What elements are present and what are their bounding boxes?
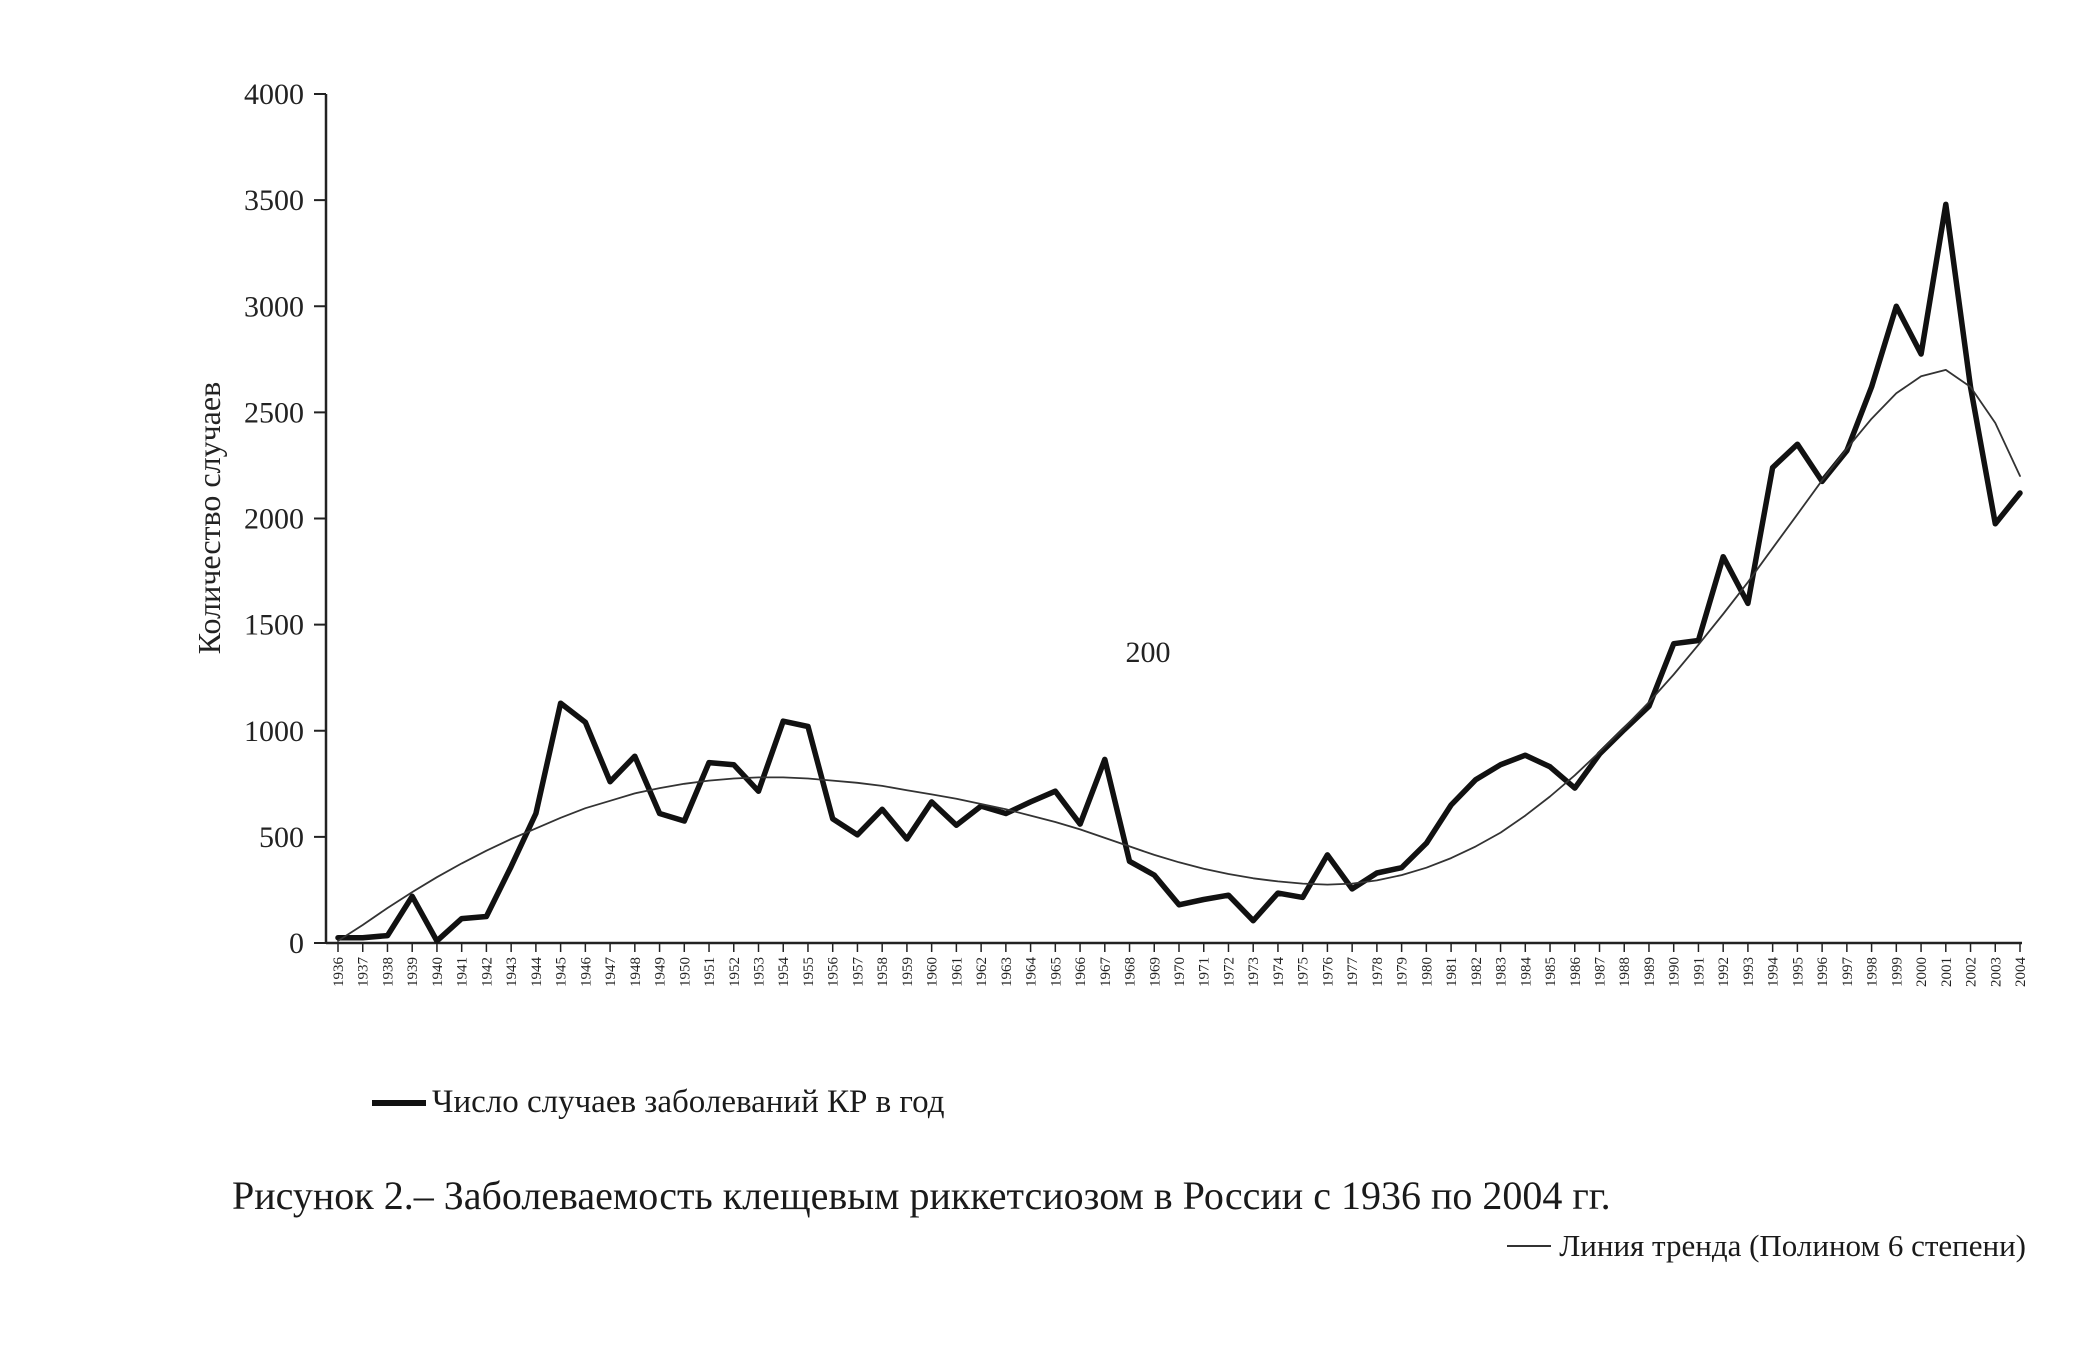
x-tick-label: 1972 bbox=[1221, 957, 1237, 987]
x-tick-label: 1962 bbox=[974, 957, 990, 987]
x-tick-label: 1944 bbox=[529, 957, 545, 988]
x-tick-label: 1973 bbox=[1246, 957, 1262, 987]
x-tick-label: 1986 bbox=[1568, 957, 1584, 988]
x-tick-label: 1990 bbox=[1667, 957, 1683, 987]
x-tick-label: 1989 bbox=[1642, 957, 1658, 987]
x-tick-label: 1941 bbox=[455, 957, 471, 987]
x-tick-label: 1996 bbox=[1815, 957, 1831, 988]
x-tick-label: 1981 bbox=[1444, 957, 1460, 987]
x-tick-label: 1979 bbox=[1395, 957, 1411, 987]
x-tick-label: 1982 bbox=[1469, 957, 1485, 987]
legend-main-series: Число случаев заболеваний КР в год bbox=[372, 1084, 944, 1121]
x-tick-label: 1937 bbox=[356, 957, 372, 988]
x-tick-label: 1943 bbox=[504, 957, 520, 987]
x-tick-label: 2000 bbox=[1914, 957, 1930, 987]
x-tick-label: 1976 bbox=[1320, 957, 1336, 988]
y-tick-label: 4000 bbox=[244, 78, 304, 111]
x-tick-label: 2001 bbox=[1939, 957, 1955, 987]
x-tick-label: 2003 bbox=[1988, 957, 2004, 987]
x-tick-label: 1954 bbox=[776, 957, 792, 988]
x-tick-label: 1957 bbox=[850, 957, 866, 988]
x-tick-label: 1998 bbox=[1865, 957, 1881, 987]
x-tick-label: 1980 bbox=[1419, 957, 1435, 987]
x-tick-label: 1942 bbox=[479, 957, 495, 987]
x-tick-label: 1988 bbox=[1617, 957, 1633, 987]
x-tick-label: 1965 bbox=[1048, 957, 1064, 987]
x-tick-label: 1939 bbox=[405, 957, 421, 987]
x-tick-label: 1953 bbox=[752, 957, 768, 987]
x-tick-label: 1951 bbox=[702, 957, 718, 987]
x-tick-label: 1977 bbox=[1345, 957, 1361, 988]
x-tick-label: 1950 bbox=[677, 957, 693, 987]
main-series-line bbox=[335, 201, 2023, 944]
figure-caption: Рисунок 2.– Заболеваемость клещевым рикк… bbox=[232, 1173, 1611, 1218]
x-tick-label: 1992 bbox=[1716, 957, 1732, 987]
x-tick-label: 1994 bbox=[1766, 957, 1782, 988]
x-tick-label: 1952 bbox=[727, 957, 743, 987]
x-tick-label: 1963 bbox=[999, 957, 1015, 987]
trend-series-line bbox=[337, 369, 2021, 942]
x-tick-label: 1984 bbox=[1518, 957, 1534, 988]
x-tick-label: 1971 bbox=[1197, 957, 1213, 987]
y-tick-label: 1500 bbox=[244, 609, 304, 642]
legend-trend-label: Линия тренда (Полином 6 степени) bbox=[1559, 1228, 2026, 1263]
x-tick-label: 1993 bbox=[1741, 957, 1757, 987]
x-tick-label: 1940 bbox=[430, 957, 446, 987]
chart-annotation: 200 bbox=[1126, 636, 1171, 669]
x-tick-label: 1956 bbox=[826, 957, 842, 988]
x-tick-label: 1991 bbox=[1691, 957, 1707, 987]
x-tick-label: 2004 bbox=[2013, 957, 2029, 988]
x-tick-label: 1985 bbox=[1543, 957, 1559, 987]
x-tick-label: 1949 bbox=[653, 957, 669, 987]
x-tick-label: 1995 bbox=[1790, 957, 1806, 987]
x-tick-label: 1997 bbox=[1840, 957, 1856, 988]
x-tick-label: 1959 bbox=[900, 957, 916, 987]
x-tick-label: 1987 bbox=[1593, 957, 1609, 988]
x-tick-label: 1967 bbox=[1098, 957, 1114, 988]
x-tick-label: 1938 bbox=[380, 957, 396, 987]
y-tick-label: 0 bbox=[289, 927, 304, 960]
x-tick-label: 1999 bbox=[1889, 957, 1905, 987]
x-tick-label: 1983 bbox=[1494, 957, 1510, 987]
y-tick-label: 2500 bbox=[244, 396, 304, 429]
legend-main-label: Число случаев заболеваний КР в год bbox=[432, 1084, 945, 1120]
x-tick-label: 1945 bbox=[554, 957, 570, 987]
x-tick-label: 1946 bbox=[578, 957, 594, 988]
y-tick-label: 3500 bbox=[244, 184, 304, 217]
x-tick-label: 1969 bbox=[1147, 957, 1163, 987]
x-tick-label: 1970 bbox=[1172, 957, 1188, 987]
x-tick-label: 1960 bbox=[925, 957, 941, 987]
legend-main-swatch bbox=[372, 1099, 426, 1106]
y-tick-label: 3000 bbox=[244, 290, 304, 323]
legend-trend-swatch bbox=[1507, 1245, 1552, 1247]
y-axis: 0 500 1000 1500 2000 2500 3000 3500 4000 bbox=[244, 78, 328, 960]
y-tick-label: 500 bbox=[259, 821, 304, 854]
y-tick-label: 2000 bbox=[244, 503, 304, 536]
y-tick-label: 1000 bbox=[244, 715, 304, 748]
x-tick-label: 1947 bbox=[603, 957, 619, 988]
x-tick-label: 1964 bbox=[1024, 957, 1040, 988]
x-tick-label: 1961 bbox=[949, 957, 965, 987]
x-tick-label: 1966 bbox=[1073, 957, 1089, 988]
x-tick-label: 1968 bbox=[1123, 957, 1139, 987]
x-tick-label: 1978 bbox=[1370, 957, 1386, 987]
x-tick-label: 1936 bbox=[331, 957, 347, 988]
legend-trend-series: Линия тренда (Полином 6 степени) bbox=[1507, 1228, 2026, 1264]
x-tick-label: 1948 bbox=[628, 957, 644, 987]
x-tick-label: 2002 bbox=[1964, 957, 1980, 987]
series-layer bbox=[335, 201, 2023, 944]
y-axis-label: Количество случаев bbox=[191, 382, 227, 654]
x-axis: 1936 1937 1938 1939 1940 1941 1942 1943 1944 1945… bbox=[326, 941, 2029, 988]
x-tick-label: 1958 bbox=[875, 957, 891, 987]
x-tick-label: 1955 bbox=[801, 957, 817, 987]
x-tick-label: 1975 bbox=[1296, 957, 1312, 987]
x-tick-label: 1974 bbox=[1271, 957, 1287, 988]
